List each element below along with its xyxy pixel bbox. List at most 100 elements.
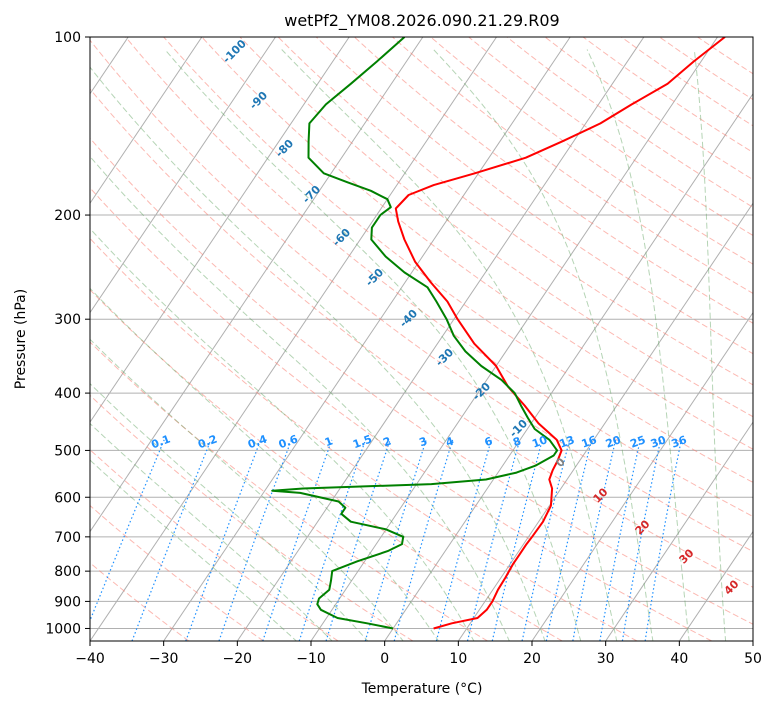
moist-adiabat-5 bbox=[90, 287, 440, 641]
isotherm-40 bbox=[678, 530, 753, 641]
isotherm--50 bbox=[90, 37, 424, 533]
dry-adiabat-label--30: -30 bbox=[433, 346, 456, 369]
mixing-ratio-lines bbox=[90, 439, 682, 641]
x-tick-label-0: 0 bbox=[380, 651, 389, 667]
moist-adiabat-45 bbox=[693, 49, 727, 641]
moist-adiabat-label-20: 20 bbox=[633, 517, 653, 537]
x-axis-ticks: −40 −30 −20 −10 0 10 20 30 40 50 bbox=[75, 641, 762, 667]
x-tick-label--20: −20 bbox=[223, 651, 253, 667]
dry-adiabat-label--90: -90 bbox=[247, 89, 270, 112]
mixing-ratio-line-20 bbox=[572, 439, 617, 641]
mixing-ratio-line-0.6 bbox=[218, 439, 292, 641]
y-axis-label: Pressure (hPa) bbox=[13, 289, 29, 389]
y-tick-label-300: 300 bbox=[54, 312, 81, 328]
isotherm--70 bbox=[90, 37, 276, 314]
mixing-ratio-label-0.4: 0.4 bbox=[246, 432, 269, 451]
isotherm--30 bbox=[163, 37, 571, 641]
isotherm--10 bbox=[310, 37, 718, 641]
mixing-ratio-label-3: 3 bbox=[417, 435, 429, 450]
mixing-ratio-line-0.4 bbox=[185, 439, 262, 641]
dry-adiabat-190 bbox=[544, 37, 753, 181]
isotherm--20 bbox=[236, 37, 645, 641]
dry-adiabat-label--40: -40 bbox=[397, 307, 420, 330]
mixing-ratio-label-0.6: 0.6 bbox=[277, 432, 300, 451]
isotherm-50 bbox=[752, 640, 753, 641]
y-tick-label-600: 600 bbox=[54, 490, 81, 506]
mixing-ratio-label-36: 36 bbox=[670, 433, 689, 451]
moist-adiabat--5 bbox=[90, 382, 369, 641]
skewed-isotherms bbox=[90, 37, 753, 641]
moist-adiabat-label-10: 10 bbox=[591, 485, 611, 505]
mixing-ratio-label-6: 6 bbox=[483, 434, 495, 449]
moist-adiabat-15 bbox=[90, 155, 510, 641]
isotherm-30 bbox=[605, 421, 753, 641]
dry-adiabat--10 bbox=[90, 449, 339, 641]
y-tick-label-400: 400 bbox=[54, 386, 81, 402]
dry-adiabat-label--60: -60 bbox=[330, 226, 353, 249]
mixing-ratio-line-3 bbox=[364, 439, 427, 641]
mixing-ratio-line-8 bbox=[466, 439, 521, 641]
dry-adiabat-30 bbox=[90, 237, 638, 641]
y-tick-label-1000: 1000 bbox=[45, 621, 81, 637]
isotherm-10 bbox=[457, 202, 753, 641]
plot-frame bbox=[89, 36, 754, 642]
dry-adiabat-180 bbox=[506, 37, 753, 208]
dry-adiabat-label--70: -70 bbox=[300, 183, 323, 206]
dry-adiabat-210 bbox=[621, 37, 753, 127]
y-tick-label-700: 700 bbox=[54, 530, 81, 546]
moist-adiabat-40 bbox=[586, 49, 690, 641]
mixing-ratio-label-10: 10 bbox=[530, 433, 549, 451]
moist-adiabat-label-0: 0 bbox=[553, 455, 568, 470]
dry-adiabat-220 bbox=[659, 37, 753, 101]
moist-adiabat--10 bbox=[90, 422, 333, 641]
x-tick-label-20: 20 bbox=[523, 651, 541, 667]
y-tick-label-900: 900 bbox=[54, 594, 81, 610]
dry-adiabat-110 bbox=[239, 37, 753, 418]
mixing-ratio-line-6 bbox=[435, 439, 492, 641]
y-tick-label-200: 200 bbox=[54, 208, 81, 224]
mixing-ratio-label-4: 4 bbox=[444, 434, 456, 449]
dry-adiabat-70 bbox=[90, 39, 753, 553]
mixing-ratio-label-1.5: 1.5 bbox=[351, 432, 374, 451]
dry-adiabat-80 bbox=[125, 37, 753, 518]
mixing-ratio-line-30 bbox=[621, 439, 662, 641]
x-tick-label-10: 10 bbox=[449, 651, 467, 667]
moist-adiabats bbox=[90, 49, 727, 641]
moist-adiabat-25 bbox=[164, 49, 582, 641]
y-tick-label-800: 800 bbox=[54, 564, 81, 580]
mixing-ratio-label-16: 16 bbox=[580, 433, 599, 451]
y-axis-ticks: 100 200 300 400 500 600 700 800 900 1000 bbox=[45, 30, 90, 637]
mixing-ratio-label-8: 8 bbox=[511, 435, 523, 450]
x-tick-label-40: 40 bbox=[670, 651, 688, 667]
isotherm-20 bbox=[531, 311, 753, 641]
y-tick-label-100: 100 bbox=[54, 30, 81, 46]
dry-adiabat-label--80: -80 bbox=[273, 137, 296, 160]
isotherm--40 bbox=[90, 37, 497, 641]
mixing-ratio-line-16 bbox=[545, 439, 593, 641]
dry-adiabat-120 bbox=[277, 37, 753, 386]
mixing-ratio-label-30: 30 bbox=[649, 433, 668, 451]
mixing-ratio-label-20: 20 bbox=[604, 433, 623, 451]
dry-adiabats bbox=[90, 37, 753, 641]
dry-adiabat-160 bbox=[430, 37, 753, 265]
moist-adiabat-10 bbox=[90, 227, 475, 641]
grid-layer bbox=[90, 37, 753, 629]
isotherm-0 bbox=[384, 92, 753, 641]
mixing-ratio-label-25: 25 bbox=[628, 433, 647, 450]
x-tick-label--30: −30 bbox=[149, 651, 179, 667]
dry-adiabat-20 bbox=[90, 289, 563, 641]
mixing-ratio-line-4 bbox=[393, 439, 454, 641]
x-tick-label-50: 50 bbox=[744, 651, 762, 667]
mixing-ratio-label-2: 2 bbox=[381, 435, 393, 450]
x-tick-label--10: −10 bbox=[296, 651, 326, 667]
x-tick-label--40: −40 bbox=[75, 651, 105, 667]
y-tick-label-500: 500 bbox=[54, 443, 81, 459]
moist-adiabat-0 bbox=[90, 338, 404, 641]
dry-adiabat-200 bbox=[582, 37, 753, 154]
profiles bbox=[271, 37, 726, 630]
moist-adiabat-30 bbox=[281, 49, 618, 641]
dry-adiabat--20 bbox=[90, 504, 264, 641]
dry-adiabat-230 bbox=[697, 37, 753, 75]
mixing-ratio-label-1: 1 bbox=[323, 435, 335, 450]
